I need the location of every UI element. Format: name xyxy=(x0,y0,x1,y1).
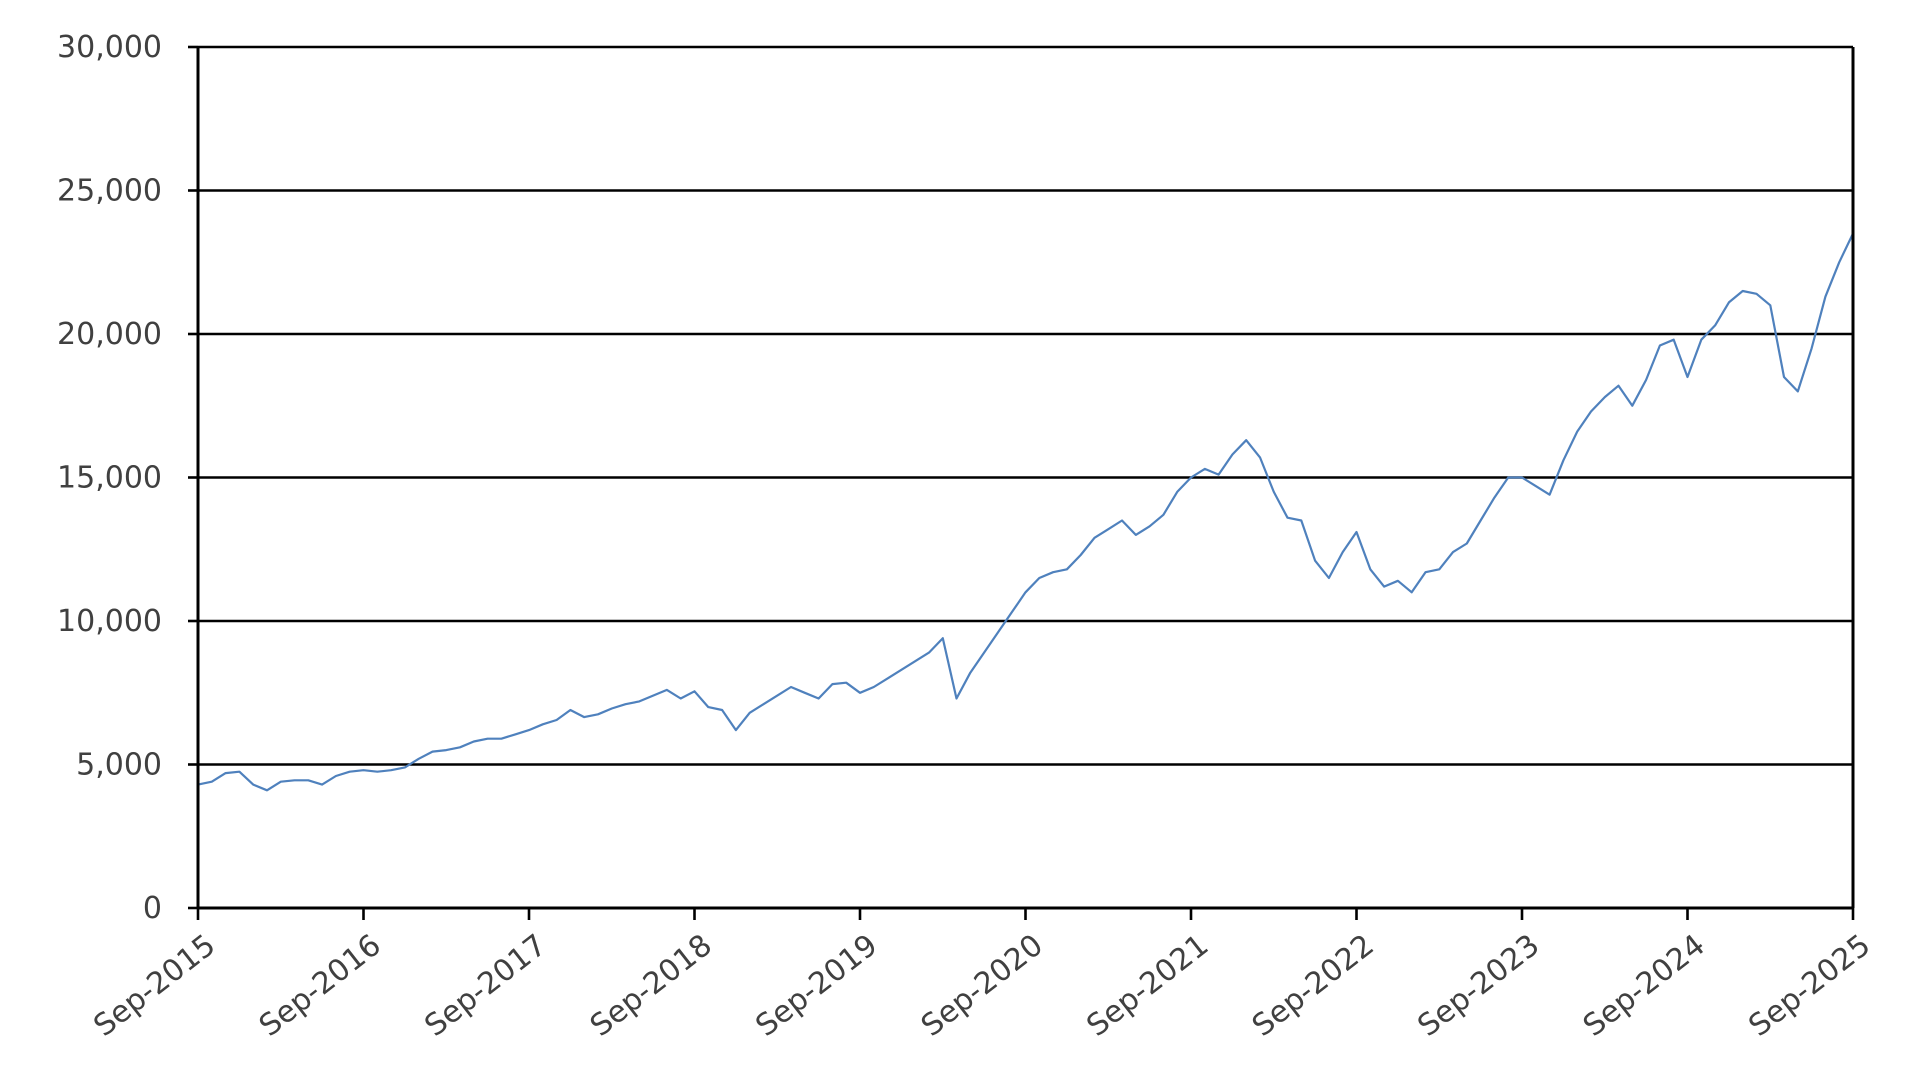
y-tick-label: 0 xyxy=(143,891,162,926)
x-tick-label: Sep-2016 xyxy=(253,928,388,1044)
x-tick-label: Sep-2018 xyxy=(584,928,719,1044)
y-tick-label: 30,000 xyxy=(57,30,162,65)
x-tick-label: Sep-2020 xyxy=(915,928,1050,1044)
y-tick-label: 10,000 xyxy=(57,604,162,639)
x-tick-label: Sep-2021 xyxy=(1080,928,1215,1044)
series-layer xyxy=(196,232,1855,792)
series-line xyxy=(196,232,1855,792)
y-axis-ticks: 0 5,000 10,000 15,000 20,000 25,000 30,000 xyxy=(57,30,198,926)
x-axis-ticks: Sep-2015 Sep-2016 Sep-2017 Sep-2018 Sep-2019… xyxy=(87,908,1877,1044)
x-tick-label: Sep-2024 xyxy=(1577,928,1712,1044)
y-tick-label: 20,000 xyxy=(57,317,162,352)
x-tick-label: Sep-2019 xyxy=(749,928,884,1044)
x-tick-label: Sep-2022 xyxy=(1246,928,1381,1044)
y-tick-label: 25,000 xyxy=(57,174,162,209)
x-tick-label: Sep-2025 xyxy=(1742,928,1877,1044)
gridlines xyxy=(198,45,1853,766)
y-tick-label: 5,000 xyxy=(76,748,162,783)
y-tick-label: 15,000 xyxy=(57,461,162,496)
x-tick-label: Sep-2023 xyxy=(1411,928,1546,1044)
x-tick-label: Sep-2015 xyxy=(87,928,222,1044)
x-tick-label: Sep-2017 xyxy=(418,928,553,1044)
